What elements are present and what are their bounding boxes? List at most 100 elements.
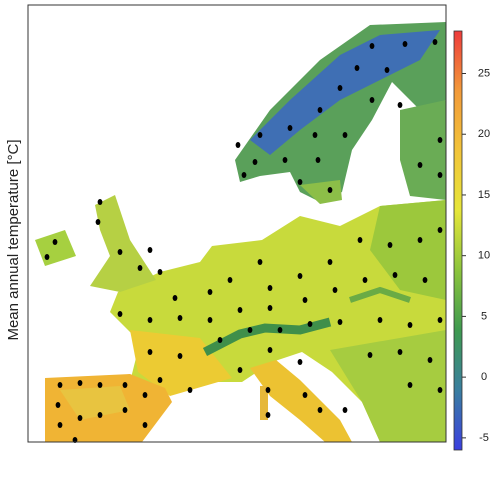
station-dot <box>257 259 263 265</box>
station-dot <box>267 347 273 353</box>
land-ireland <box>35 230 76 266</box>
station-dot <box>217 337 223 343</box>
station-dot <box>402 41 408 47</box>
colorbar-tick-label: 20 <box>478 128 490 140</box>
land-east-green <box>370 200 446 300</box>
station-dot <box>252 159 258 165</box>
colorbar-tick-label: -5 <box>479 432 489 444</box>
station-dot <box>157 377 163 383</box>
colorbar-tick-label: 10 <box>478 250 490 262</box>
colorbar-tick-label: 0 <box>481 371 487 383</box>
station-dot <box>437 172 443 178</box>
station-dot <box>342 407 348 413</box>
station-dot <box>387 242 393 248</box>
land-britain <box>90 195 156 292</box>
station-dot <box>327 187 333 193</box>
station-dot <box>417 162 423 168</box>
station-dot <box>369 43 375 49</box>
station-dot <box>97 382 103 388</box>
station-dot <box>317 107 323 113</box>
station-dot <box>307 321 313 327</box>
station-dot <box>227 277 233 283</box>
station-dot <box>147 349 153 355</box>
station-dot <box>265 412 271 418</box>
station-dot <box>437 227 443 233</box>
station-dot <box>384 67 390 73</box>
station-dot <box>237 367 243 373</box>
station-dot <box>247 327 253 333</box>
station-dot <box>177 353 183 359</box>
station-dot <box>52 239 58 245</box>
y-axis-label: Mean annual temperature [°C] <box>5 139 22 340</box>
station-dot <box>297 359 303 365</box>
station-dot <box>257 132 263 138</box>
station-dot <box>302 392 308 398</box>
station-dot <box>117 249 123 255</box>
station-dot <box>241 172 247 178</box>
land-iberia-center <box>60 386 130 420</box>
station-dot <box>367 352 373 358</box>
colorbar-tick-label: 15 <box>478 189 490 201</box>
station-dot <box>97 412 103 418</box>
station-dot <box>315 157 321 163</box>
station-dot <box>97 199 103 205</box>
station-dot <box>422 277 428 283</box>
station-dot <box>55 402 61 408</box>
land-italy <box>250 360 352 442</box>
station-dot <box>172 295 178 301</box>
plot-frame <box>27 4 447 443</box>
station-dot <box>157 269 163 275</box>
station-dot <box>377 317 383 323</box>
station-dot <box>297 273 303 279</box>
station-dot <box>235 142 241 148</box>
station-dot <box>437 387 443 393</box>
colorbar-tick-label: 5 <box>481 310 487 322</box>
station-dot <box>427 357 433 363</box>
station-dot <box>187 387 193 393</box>
station-dot <box>392 272 398 278</box>
station-dot <box>137 265 143 271</box>
station-dot <box>44 254 50 260</box>
land-south-sweden <box>300 180 342 204</box>
station-dot <box>237 307 243 313</box>
station-dot <box>77 415 83 421</box>
colorbar <box>453 30 463 451</box>
station-dot <box>327 259 333 265</box>
station-dot <box>337 319 343 325</box>
station-dot <box>357 237 363 243</box>
land-alps <box>202 317 332 357</box>
station-dot <box>317 407 323 413</box>
station-dot <box>267 305 273 311</box>
colorbar-tick-label: 25 <box>478 67 490 79</box>
station-dot <box>207 317 213 323</box>
station-dot <box>369 97 375 103</box>
station-dot <box>354 65 360 71</box>
station-dot <box>297 179 303 185</box>
station-dot <box>122 407 128 413</box>
station-dot <box>77 380 83 386</box>
station-dot <box>265 387 271 393</box>
stations <box>44 39 443 443</box>
station-dot <box>142 422 148 428</box>
station-dot <box>287 125 293 131</box>
station-dot <box>57 422 63 428</box>
station-dot <box>417 237 423 243</box>
land-corsica <box>260 386 268 420</box>
station-dot <box>302 297 308 303</box>
station-dot <box>362 277 368 283</box>
station-dot <box>177 315 183 321</box>
station-dot <box>397 349 403 355</box>
station-dot <box>337 85 343 91</box>
station-dot <box>277 327 283 333</box>
temperature-raster <box>35 22 446 442</box>
station-dot <box>312 132 318 138</box>
station-dot <box>147 317 153 323</box>
station-dot <box>437 137 443 143</box>
station-dot <box>147 247 153 253</box>
station-dot <box>407 322 413 328</box>
station-dot <box>282 157 288 163</box>
station-dot <box>342 132 348 138</box>
land-carpathians <box>349 286 411 303</box>
